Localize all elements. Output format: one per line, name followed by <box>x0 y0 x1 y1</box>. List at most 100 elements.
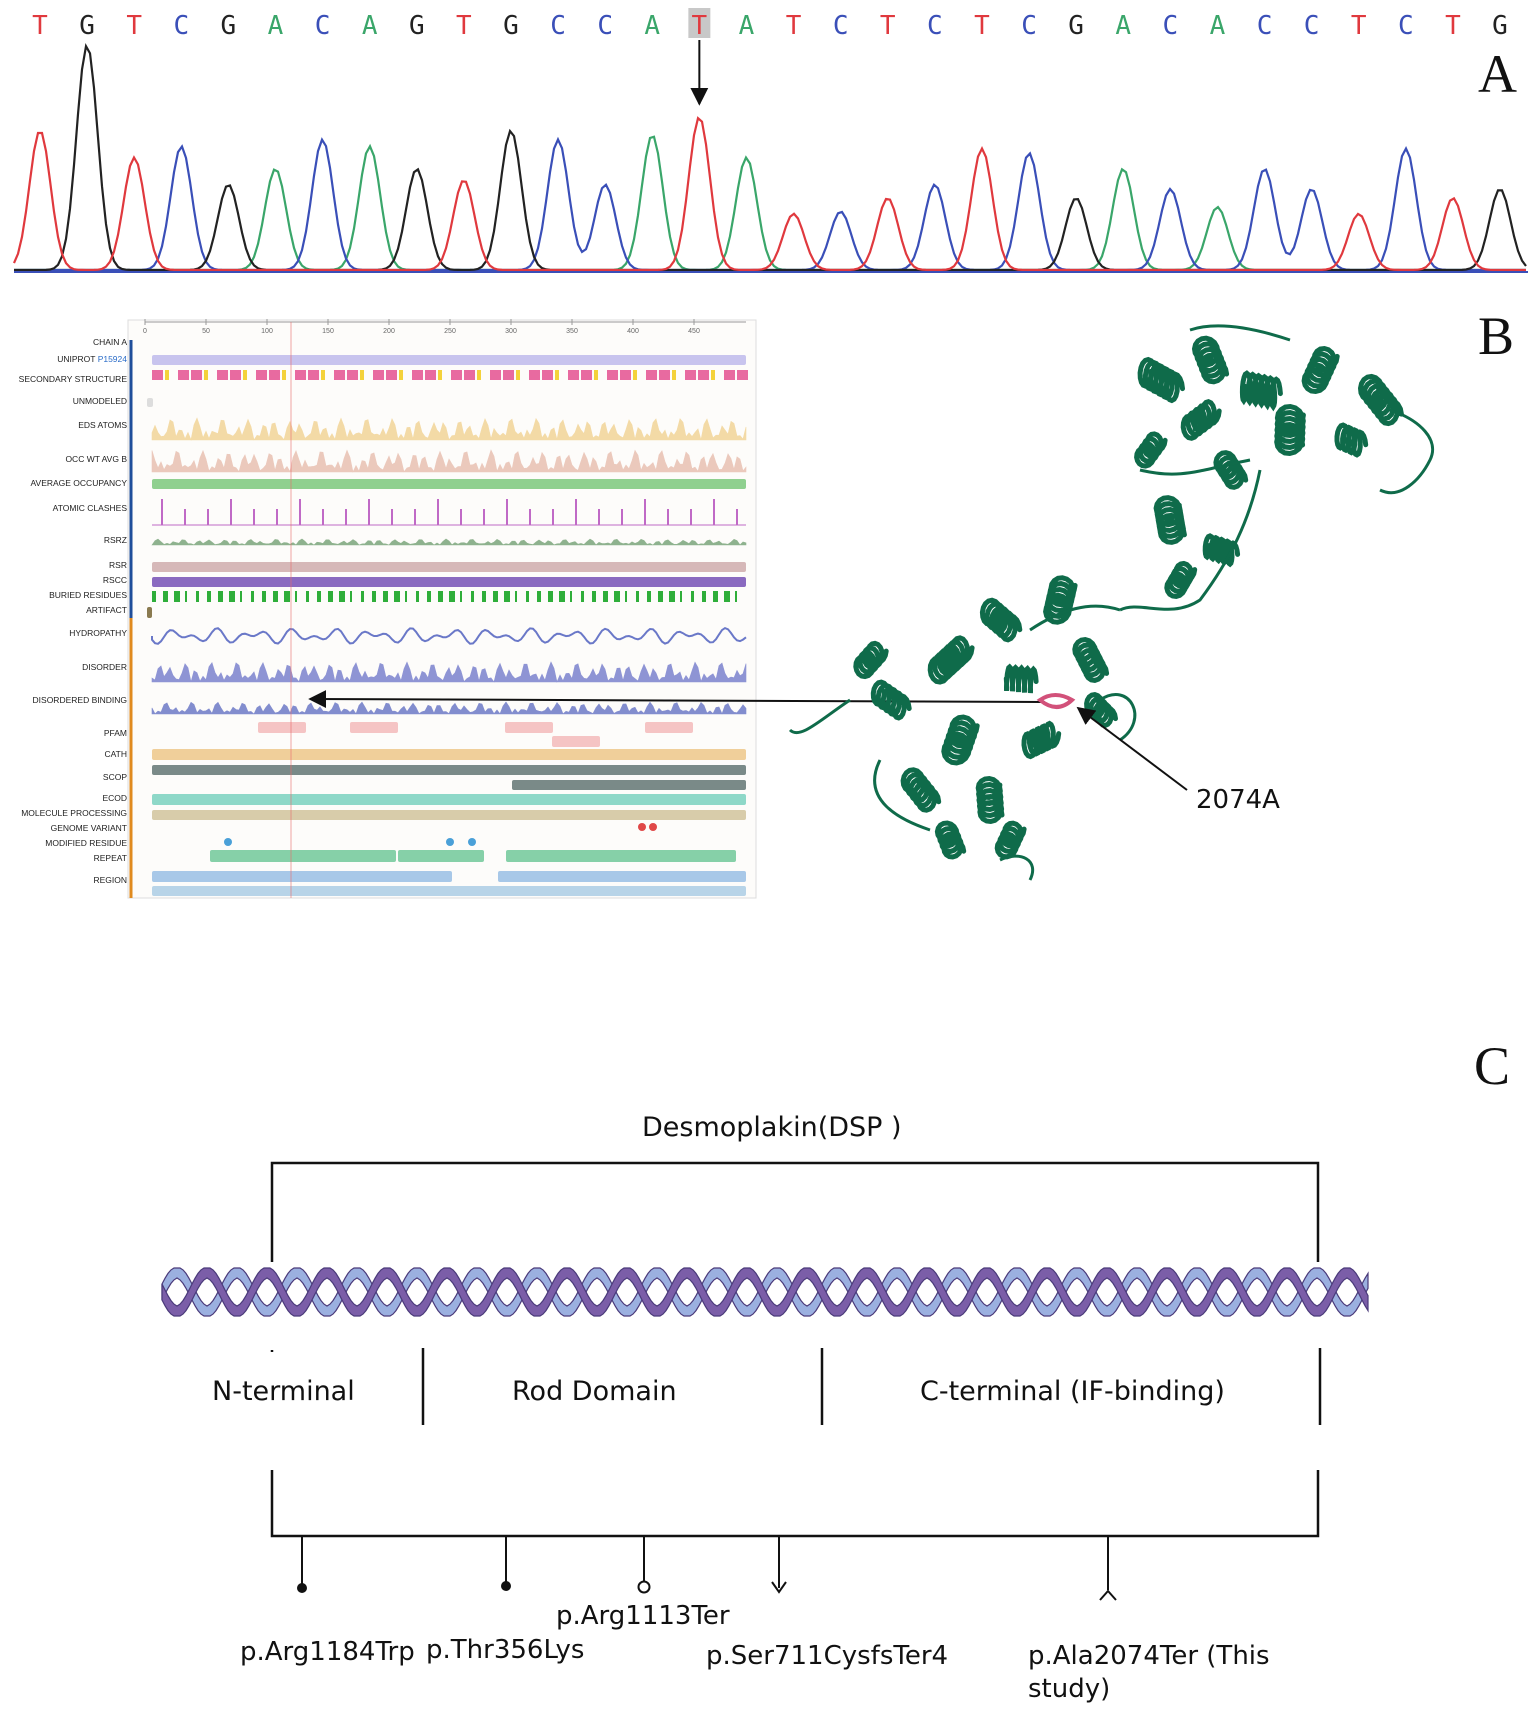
buried-mark <box>691 591 694 602</box>
buried-mark <box>669 591 675 602</box>
buried-mark <box>614 591 620 602</box>
ss-element <box>451 370 462 380</box>
site-label: 2074A <box>1196 785 1280 815</box>
ss-element <box>373 370 384 380</box>
pfam-domain-4 <box>552 736 600 747</box>
protein-ribbon-structure <box>788 324 1435 881</box>
unmodeled-mark <box>147 398 153 407</box>
track-label-9: RSCC <box>103 575 127 585</box>
hydropathy-track <box>151 626 747 645</box>
ribbon-loop-2 <box>1029 604 1121 632</box>
ribbon-loop-5 <box>1099 693 1137 742</box>
ribbon-helix-5 <box>1180 399 1222 441</box>
ecod-bar <box>152 794 746 805</box>
buried-mark <box>724 591 730 602</box>
ss-element <box>360 370 364 380</box>
buried-mark <box>152 591 156 602</box>
ss-element <box>282 370 286 380</box>
tick-label-9: 450 <box>688 328 700 335</box>
ss-element <box>399 370 403 380</box>
artifact-mark <box>147 607 152 618</box>
ss-element <box>737 370 748 380</box>
trace-G <box>14 42 1527 272</box>
buried-mark <box>471 591 474 602</box>
ss-element <box>529 370 540 380</box>
base-18: T <box>880 11 896 41</box>
ribbon-helix-22 <box>975 775 1005 825</box>
buried-mark <box>438 591 443 602</box>
track-label-1: SECONDARY STRUCTURE <box>19 374 128 384</box>
ss-element <box>334 370 345 380</box>
domain-n-terminal: N-terminal <box>212 1376 355 1407</box>
ss-element <box>269 370 280 380</box>
buried-mark <box>174 591 180 602</box>
modified-dot-2 <box>468 838 476 846</box>
region-bar-1 <box>152 871 452 882</box>
base-29: C <box>1398 11 1414 41</box>
ribbon-helix-4 <box>1357 373 1404 427</box>
ss-element <box>620 370 631 380</box>
buried-mark <box>383 591 388 602</box>
track-label-7: RSRZ <box>104 535 127 545</box>
track-label-0: CHAIN A <box>93 337 127 347</box>
base-19: C <box>927 11 943 41</box>
buried-mark <box>251 591 254 602</box>
ss-element <box>464 370 475 380</box>
mutation-ala2074ter: p.Ala2074Ter (This <box>1028 1641 1270 1671</box>
ribbon-loop-1 <box>1119 469 1262 612</box>
track-label-18: ECOD <box>102 793 127 803</box>
track-label-16: CATH <box>104 749 127 759</box>
buried-mark <box>295 591 297 602</box>
ss-element <box>503 370 514 380</box>
ss-element <box>724 370 735 380</box>
ss-element <box>477 370 481 380</box>
buried-mark <box>636 591 639 602</box>
ss-element <box>490 370 501 380</box>
site-label-arrow <box>1076 706 1188 791</box>
tick-label-4: 200 <box>383 328 395 335</box>
buried-mark <box>493 591 498 602</box>
panel-label-a: A <box>1478 44 1517 104</box>
buried-mark <box>680 591 682 602</box>
buried-mark <box>713 591 718 602</box>
rsr-bar <box>152 562 746 572</box>
buried-mark <box>537 591 541 602</box>
base-9: T <box>456 11 472 41</box>
buried-mark <box>350 591 352 602</box>
ss-element <box>594 370 598 380</box>
pfam-domain-0 <box>258 722 306 733</box>
base-21: C <box>1021 11 1037 41</box>
ribbon-helix-24 <box>1084 692 1118 729</box>
region-bar-3 <box>152 886 746 896</box>
highlighted-base-box <box>688 8 711 38</box>
ss-element <box>698 370 709 380</box>
base-15: A <box>739 11 755 41</box>
buried-mark <box>405 591 407 602</box>
scop-bar-2 <box>512 780 746 790</box>
variant-dot-2 <box>649 823 657 831</box>
mutation-ala2074ter-cont: study) <box>1028 1674 1110 1704</box>
ribbon-helix-0 <box>1137 356 1185 404</box>
track-label-19: MOLECULE PROCESSING <box>21 808 127 818</box>
track-label-15: PFAM <box>104 728 127 738</box>
ss-element <box>204 370 208 380</box>
buried-mark <box>218 591 223 602</box>
buried-mark <box>592 591 596 602</box>
ss-element <box>542 370 553 380</box>
trace-C <box>14 136 1526 272</box>
base-8: G <box>409 11 425 41</box>
ribbon-helix-15 <box>927 635 975 685</box>
mutation-thr356lys: p.Thr356Lys <box>426 1635 584 1665</box>
base-17: C <box>833 11 849 41</box>
ss-element <box>386 370 397 380</box>
pfam-domain-1 <box>350 722 398 733</box>
ribbon-helix-26 <box>934 820 967 860</box>
uniprot-label: UNIPROT P15924 <box>57 354 127 364</box>
ss-element <box>646 370 657 380</box>
base-2: T <box>126 11 142 41</box>
pfam-domain-3 <box>645 722 693 733</box>
base-20: T <box>974 11 990 41</box>
base-26: C <box>1257 11 1273 41</box>
repeat-block-0 <box>210 850 396 862</box>
